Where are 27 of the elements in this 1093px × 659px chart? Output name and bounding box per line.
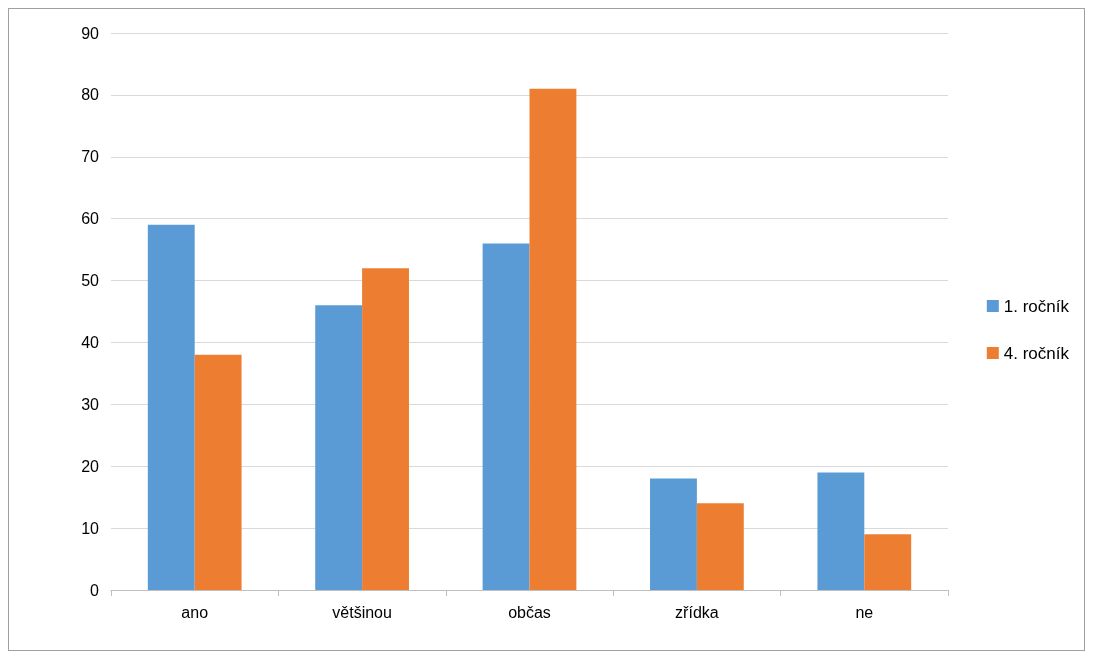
y-tick-label: 10	[81, 519, 100, 537]
y-tick-label: 0	[90, 581, 100, 599]
x-tick-label: ne	[855, 603, 874, 621]
y-tick-label: 90	[81, 24, 100, 42]
y-tick-label: 40	[81, 333, 100, 351]
bar	[147, 224, 195, 590]
bar	[696, 503, 744, 590]
bar	[864, 534, 912, 590]
x-tick-label: občas	[508, 603, 551, 621]
bar	[529, 88, 577, 590]
bar	[362, 268, 409, 590]
legend-label: 1. ročník	[1003, 296, 1070, 316]
bar	[482, 243, 530, 590]
legend-label: 4. ročník	[1003, 343, 1070, 363]
x-tick-label: zřídka	[675, 603, 719, 621]
y-tick-label: 70	[81, 148, 100, 166]
y-tick-label: 20	[81, 457, 100, 475]
x-tick-label: ano	[181, 603, 209, 621]
y-tick-label: 30	[81, 395, 100, 413]
x-tick-label: většinou	[332, 603, 392, 621]
bar	[315, 305, 363, 590]
y-tick-label: 80	[81, 86, 100, 104]
bar	[650, 478, 697, 590]
y-tick-label: 60	[81, 210, 100, 228]
bar	[817, 472, 865, 590]
y-tick-label: 50	[81, 272, 100, 290]
bar	[194, 354, 242, 590]
